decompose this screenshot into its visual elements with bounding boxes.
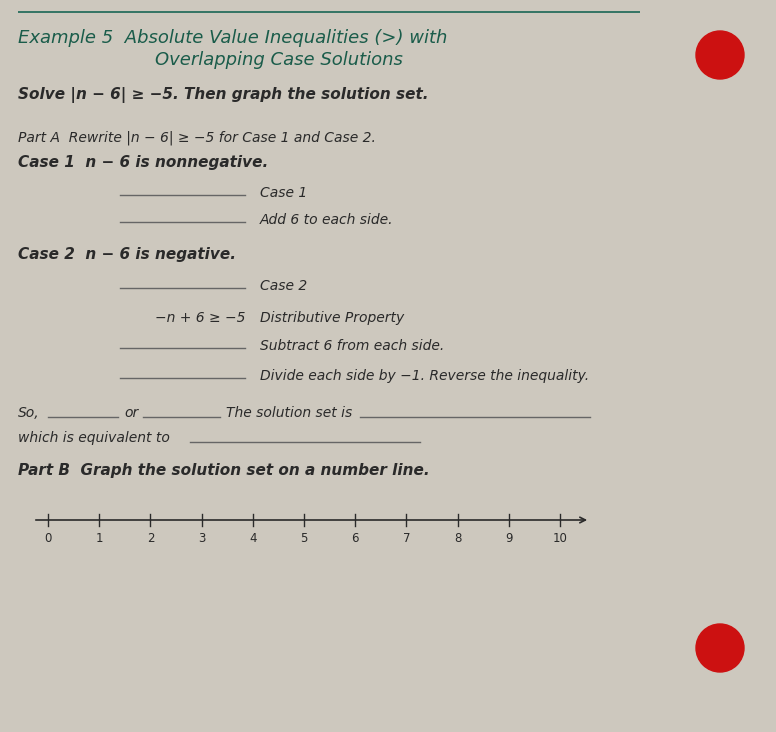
Circle shape [696,31,744,79]
Text: Subtract 6 from each side.: Subtract 6 from each side. [260,339,444,353]
Text: 4: 4 [249,531,257,545]
Text: Solve |n − 6| ≥ −5. Then graph the solution set.: Solve |n − 6| ≥ −5. Then graph the solut… [18,87,428,103]
Text: 10: 10 [553,531,567,545]
Circle shape [696,624,744,672]
Text: Divide each side by −1. Reverse the inequality.: Divide each side by −1. Reverse the ineq… [260,369,589,383]
Text: 6: 6 [352,531,359,545]
Text: which is equivalent to: which is equivalent to [18,431,170,445]
Text: 1: 1 [95,531,103,545]
Text: Case 2  n − 6 is negative.: Case 2 n − 6 is negative. [18,247,236,263]
Text: 8: 8 [454,531,461,545]
Text: Part A  Rewrite |n − 6| ≥ −5 for Case 1 and Case 2.: Part A Rewrite |n − 6| ≥ −5 for Case 1 a… [18,131,376,145]
Text: 2: 2 [147,531,154,545]
Text: Case 1  n − 6 is nonnegative.: Case 1 n − 6 is nonnegative. [18,155,268,171]
Text: Part B  Graph the solution set on a number line.: Part B Graph the solution set on a numbe… [18,463,430,477]
Text: 9: 9 [505,531,513,545]
Text: Case 2: Case 2 [260,279,307,293]
Text: Example 5  Absolute Value Inequalities (>) with: Example 5 Absolute Value Inequalities (>… [18,29,448,47]
Text: Add 6 to each side.: Add 6 to each side. [260,213,393,227]
Text: Distributive Property: Distributive Property [260,311,404,325]
Text: Overlapping Case Solutions: Overlapping Case Solutions [155,51,403,69]
Text: 3: 3 [198,531,206,545]
Text: or: or [124,406,138,420]
Text: 5: 5 [300,531,308,545]
Text: −n + 6 ≥ −5: −n + 6 ≥ −5 [155,311,245,325]
Text: 0: 0 [44,531,52,545]
Text: So,: So, [18,406,40,420]
Text: Case 1: Case 1 [260,186,307,200]
Text: 7: 7 [403,531,411,545]
Text: The solution set is: The solution set is [226,406,352,420]
